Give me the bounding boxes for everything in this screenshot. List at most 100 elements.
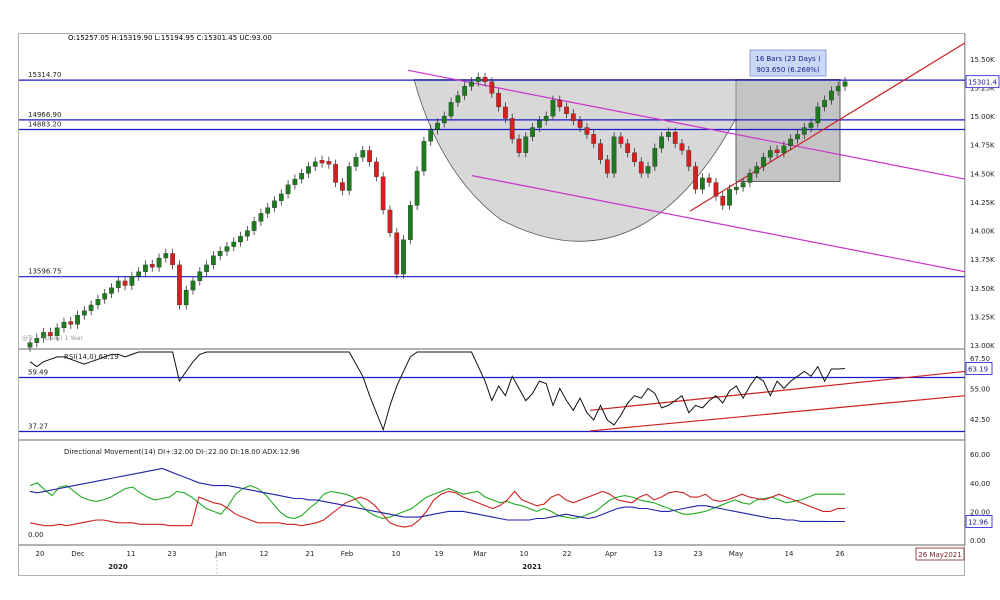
candle-body — [822, 99, 827, 108]
rsi-tick-label: 55.00 — [970, 385, 990, 393]
candle-body — [319, 160, 325, 164]
rsi-last-tag — [965, 362, 993, 375]
candle-body — [407, 205, 413, 240]
candle-body — [102, 293, 108, 300]
candle-body — [740, 182, 746, 188]
candle-body — [34, 337, 40, 343]
y-tick-label: 14.25K — [970, 199, 995, 207]
candle-body — [713, 182, 719, 197]
downtrend-channel-upper — [407, 69, 966, 180]
candle-body — [611, 136, 617, 174]
dmi-tick-label: 20.00 — [970, 508, 990, 516]
annotation-box — [749, 49, 827, 77]
candle-body — [604, 159, 610, 174]
x-tick-label: 11 — [127, 550, 136, 558]
candle-body — [666, 131, 671, 137]
candle-body — [428, 129, 434, 142]
candle-body — [217, 251, 223, 256]
candle-body — [801, 127, 807, 135]
candle-body — [706, 177, 712, 183]
candle-body — [482, 77, 488, 82]
rsi-line — [29, 351, 846, 432]
candle-body — [149, 264, 155, 268]
candle-body — [258, 213, 264, 222]
candle-body — [177, 264, 182, 306]
candle-body — [489, 81, 495, 94]
dmi-series-line — [29, 490, 845, 528]
last-price-label: 15301.4 — [968, 79, 997, 87]
dmi-last-tag — [965, 515, 993, 528]
candle-body — [81, 310, 87, 316]
candle-body — [632, 152, 637, 163]
candle-body — [618, 136, 624, 144]
rsi-title: RSI(14,0) 63.19 — [64, 353, 119, 361]
candle-body — [333, 164, 338, 183]
x-tick-label: 22 — [563, 550, 572, 558]
candle-body — [285, 184, 291, 195]
last-price-tag — [965, 75, 1000, 89]
candle-body — [781, 145, 787, 153]
candle-body — [143, 264, 148, 272]
dmi-series-line — [29, 467, 845, 523]
annotation-line-1: 16 Bars (23 Days ) — [755, 55, 821, 63]
candle-body — [54, 327, 60, 336]
candle-body — [475, 77, 481, 82]
candle-body — [543, 115, 549, 121]
rsi-last-label: 63.19 — [968, 366, 988, 374]
y-tick-label: 15.25K — [970, 85, 995, 93]
rsi-channel-upper — [589, 370, 966, 411]
candle-body — [435, 122, 440, 130]
rsi-tick-label: 67.50 — [970, 355, 990, 363]
rsi-tick-label: 42.50 — [970, 416, 990, 424]
candle-body — [441, 115, 447, 124]
candle-body — [421, 141, 427, 172]
candle-body — [95, 299, 101, 306]
candle-body — [761, 157, 766, 167]
date-box — [915, 547, 965, 561]
ohlc-header: O:15257.05 H:15319.90 L:15194.95 C:15301… — [68, 34, 272, 42]
candle-body — [570, 113, 576, 121]
measure-box — [735, 79, 841, 182]
candle-body — [224, 246, 230, 252]
candle-body — [197, 271, 203, 282]
x-tick-label: Jan — [215, 550, 227, 558]
candle-body — [299, 173, 305, 180]
candle-body — [374, 161, 379, 177]
candle-body — [808, 122, 814, 128]
candle-body — [815, 106, 821, 124]
candle-body — [75, 315, 80, 325]
candle-body — [190, 280, 196, 291]
candle-body — [360, 150, 366, 158]
candle-body — [652, 148, 658, 167]
candle-body — [835, 86, 841, 92]
candle-body — [767, 150, 773, 158]
candle-body — [693, 166, 698, 190]
date-box-label: 26 May2021 — [918, 551, 961, 559]
candle-body — [238, 236, 243, 243]
candle-body — [584, 127, 590, 135]
x-tick-label: 10 — [520, 550, 529, 558]
candle-body — [557, 99, 563, 108]
candle-body — [156, 257, 162, 268]
candle-body — [700, 177, 705, 190]
x-tick-label: 12 — [260, 550, 269, 558]
candle-body — [265, 207, 271, 214]
x-tick-label: 21 — [306, 550, 315, 558]
x-tick-label: Feb — [341, 550, 354, 558]
candle-body — [537, 120, 542, 128]
dmi-title: Directional Movement(14) DI+:32.00 DI-:2… — [64, 448, 300, 456]
candle-body — [88, 304, 94, 311]
candle-body — [387, 209, 393, 233]
candle-body — [170, 253, 175, 266]
candle-body — [306, 166, 311, 174]
series-name-faded: @Tr ... (Daily) 1 Year — [22, 335, 84, 342]
candle-body — [788, 138, 794, 147]
hline-label: 14966.90 — [28, 111, 61, 119]
candle-body — [163, 253, 169, 259]
candle-body — [503, 106, 508, 119]
candle-body — [292, 178, 298, 185]
dmi-series-line — [29, 482, 845, 520]
candle-body — [380, 176, 386, 211]
y-tick-label: 15.50K — [970, 56, 995, 64]
y-tick-label: 14.75K — [970, 142, 995, 150]
